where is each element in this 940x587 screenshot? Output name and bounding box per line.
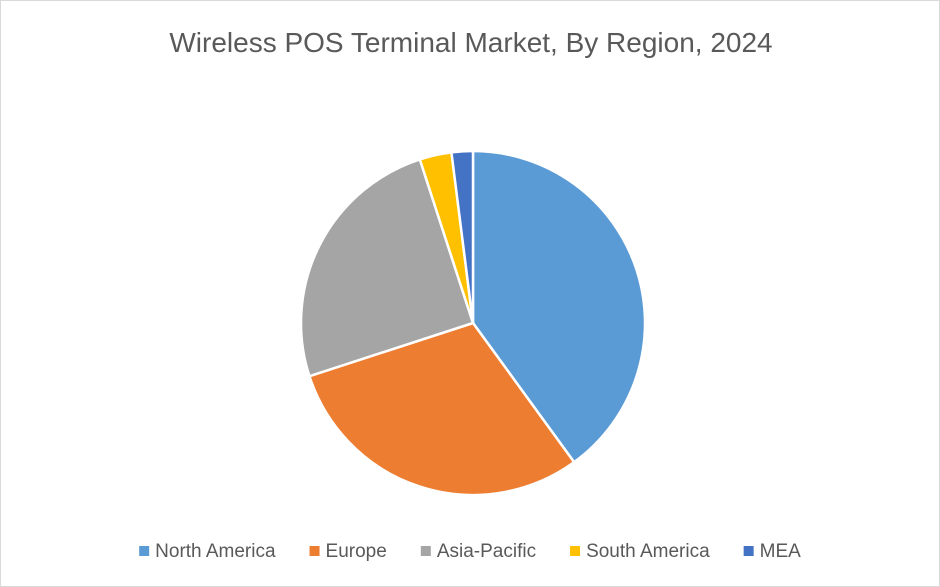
legend-marker <box>570 546 581 556</box>
legend-item: Europe <box>309 541 387 562</box>
legend-marker <box>743 546 754 556</box>
legend-label: Europe <box>326 541 387 562</box>
legend-label: North America <box>155 541 276 562</box>
pie-slice <box>471 149 647 464</box>
legend-marker <box>420 546 431 556</box>
chart-title: Wireless POS Terminal Market, By Region,… <box>169 27 773 58</box>
legend-label: South America <box>586 541 710 562</box>
legend-item: MEA <box>743 541 802 562</box>
legend-label: Asia-Pacific <box>437 541 536 562</box>
pie-slice <box>299 157 475 378</box>
legend: North America Europe Asia-Pacific South Ame… <box>139 541 801 562</box>
legend-item: South America <box>570 541 710 562</box>
pie-slice <box>450 149 475 324</box>
legend-item: Asia-Pacific <box>420 541 536 562</box>
legend-marker <box>309 546 320 556</box>
pie-slice <box>307 321 576 497</box>
legend-marker <box>139 546 150 556</box>
legend-label: MEA <box>760 541 802 562</box>
legend-item: North America <box>139 541 276 562</box>
